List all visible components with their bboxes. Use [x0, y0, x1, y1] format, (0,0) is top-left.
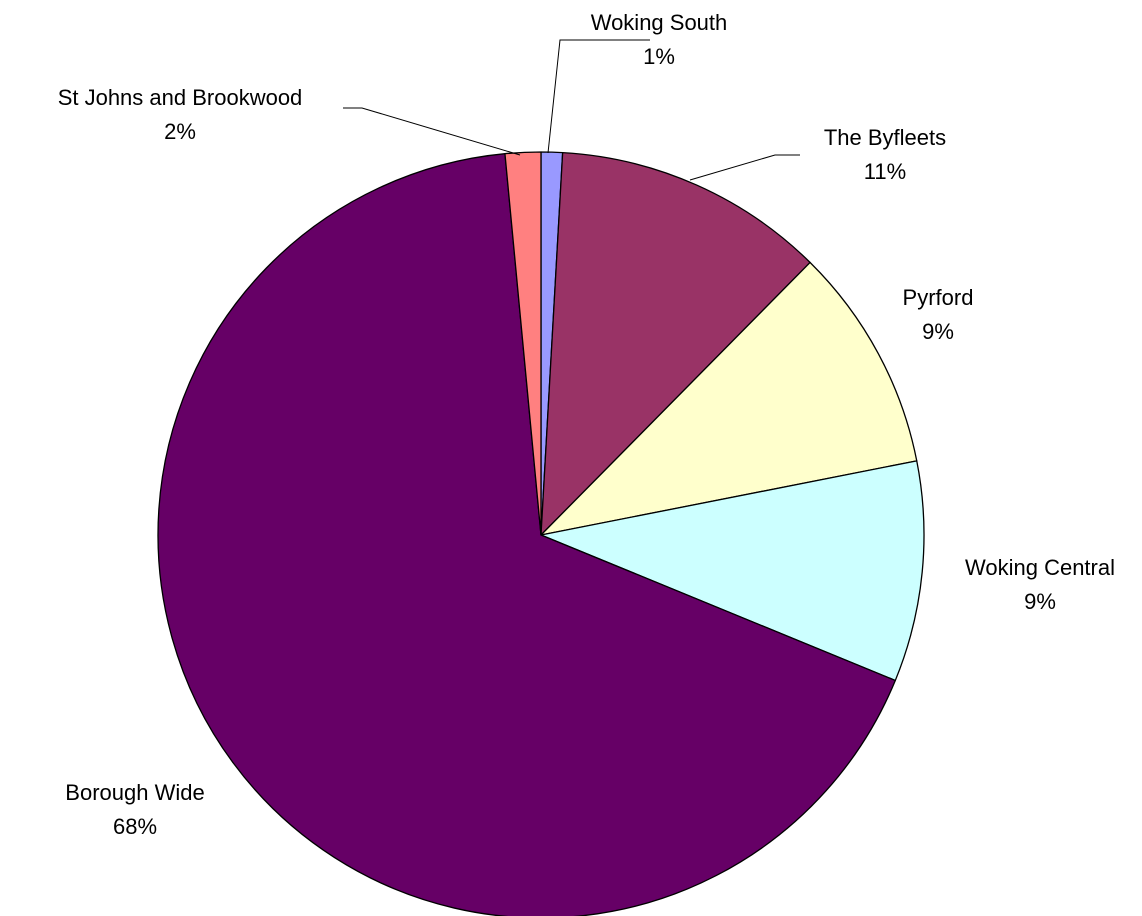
leader-line-st-johns-and-brookwood	[343, 107, 521, 156]
slice-percent-woking-central: 9%	[1024, 589, 1056, 614]
slice-label-pyrford: Pyrford	[903, 285, 974, 310]
slice-label-woking-south: Woking South	[591, 10, 728, 35]
pie-slice-woking-central	[540, 460, 925, 682]
leader-line-the-byfleets	[689, 154, 800, 181]
pie-slice-st-johns-and-brookwood	[504, 151, 542, 536]
slice-percent-the-byfleets: 11%	[864, 159, 906, 184]
slice-percent-st-johns-and-brookwood: 2%	[164, 119, 196, 144]
pie-slice-the-byfleets	[540, 151, 811, 536]
slice-labels: Woking South 1% The Byfleets 11% Pyrford 9% Wo…	[58, 10, 1115, 839]
pie-slice-pyrford	[540, 261, 918, 536]
slice-label-borough-wide: Borough Wide	[65, 780, 204, 805]
pie-slices	[157, 151, 925, 916]
slice-percent-woking-south: 1%	[643, 44, 675, 69]
leader-line-woking-south	[547, 39, 650, 154]
pie-slice-borough-wide	[157, 153, 896, 916]
slice-label-woking-central: Woking Central	[965, 555, 1115, 580]
slice-percent-pyrford: 9%	[922, 319, 954, 344]
leader-lines	[343, 39, 800, 181]
slice-label-the-byfleets: The Byfleets	[824, 125, 946, 150]
slice-percent-borough-wide: 68%	[113, 814, 157, 839]
slice-label-st-johns-and-brookwood: St Johns and Brookwood	[58, 85, 303, 110]
